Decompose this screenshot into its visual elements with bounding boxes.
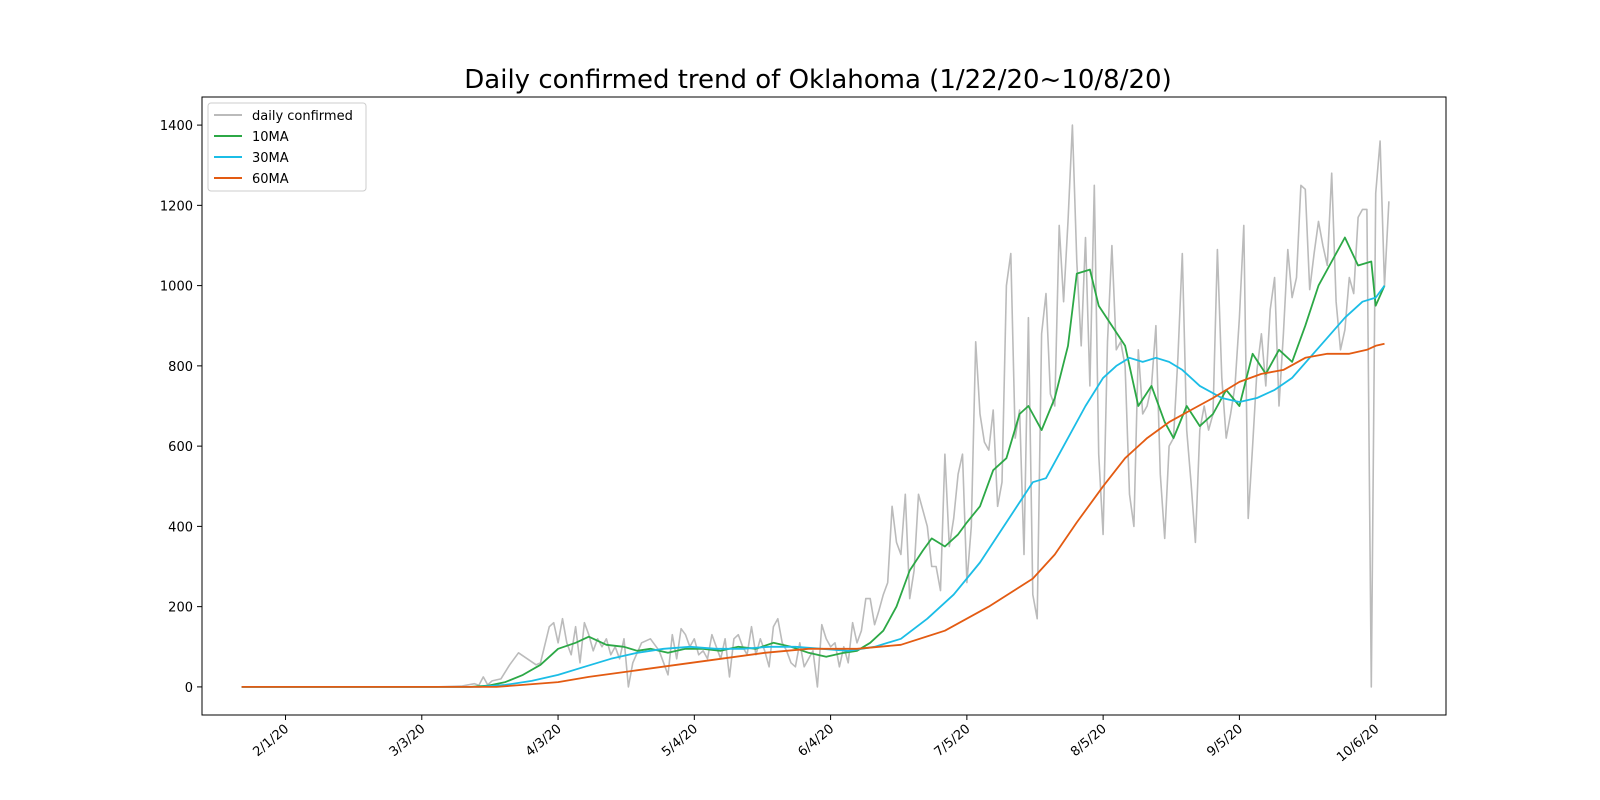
- series-line-10ma: [241, 236, 1386, 688]
- plot-area: [201, 96, 1447, 716]
- y-tick-label: 1000: [160, 280, 193, 295]
- series-lines: [241, 124, 1390, 688]
- chart-title: Daily confirmed trend of Oklahoma (1/22/…: [464, 65, 1171, 95]
- y-axis: 0 200 400 600 800 1000 1200 1400: [160, 119, 202, 696]
- legend-box: [207, 102, 367, 192]
- legend-label: 60MA: [252, 172, 289, 187]
- legend-label: daily confirmed: [252, 109, 353, 124]
- y-tick-label: 200: [168, 601, 193, 616]
- series-line-daily-confirmed: [241, 124, 1390, 688]
- series-line-60ma: [241, 342, 1385, 688]
- y-tick-label: 1200: [160, 199, 193, 214]
- y-tick-label: 1400: [160, 119, 193, 134]
- legend-label: 30MA: [252, 151, 289, 166]
- legend: daily confirmed 10MA 30MA 60MA: [207, 102, 367, 192]
- y-tick-label: 400: [168, 520, 193, 535]
- y-tick-label: 600: [168, 440, 193, 455]
- y-tick-label: 800: [168, 360, 193, 375]
- legend-label: 10MA: [252, 130, 289, 145]
- y-tick-label: 0: [185, 681, 193, 696]
- series-line-30ma: [241, 285, 1386, 688]
